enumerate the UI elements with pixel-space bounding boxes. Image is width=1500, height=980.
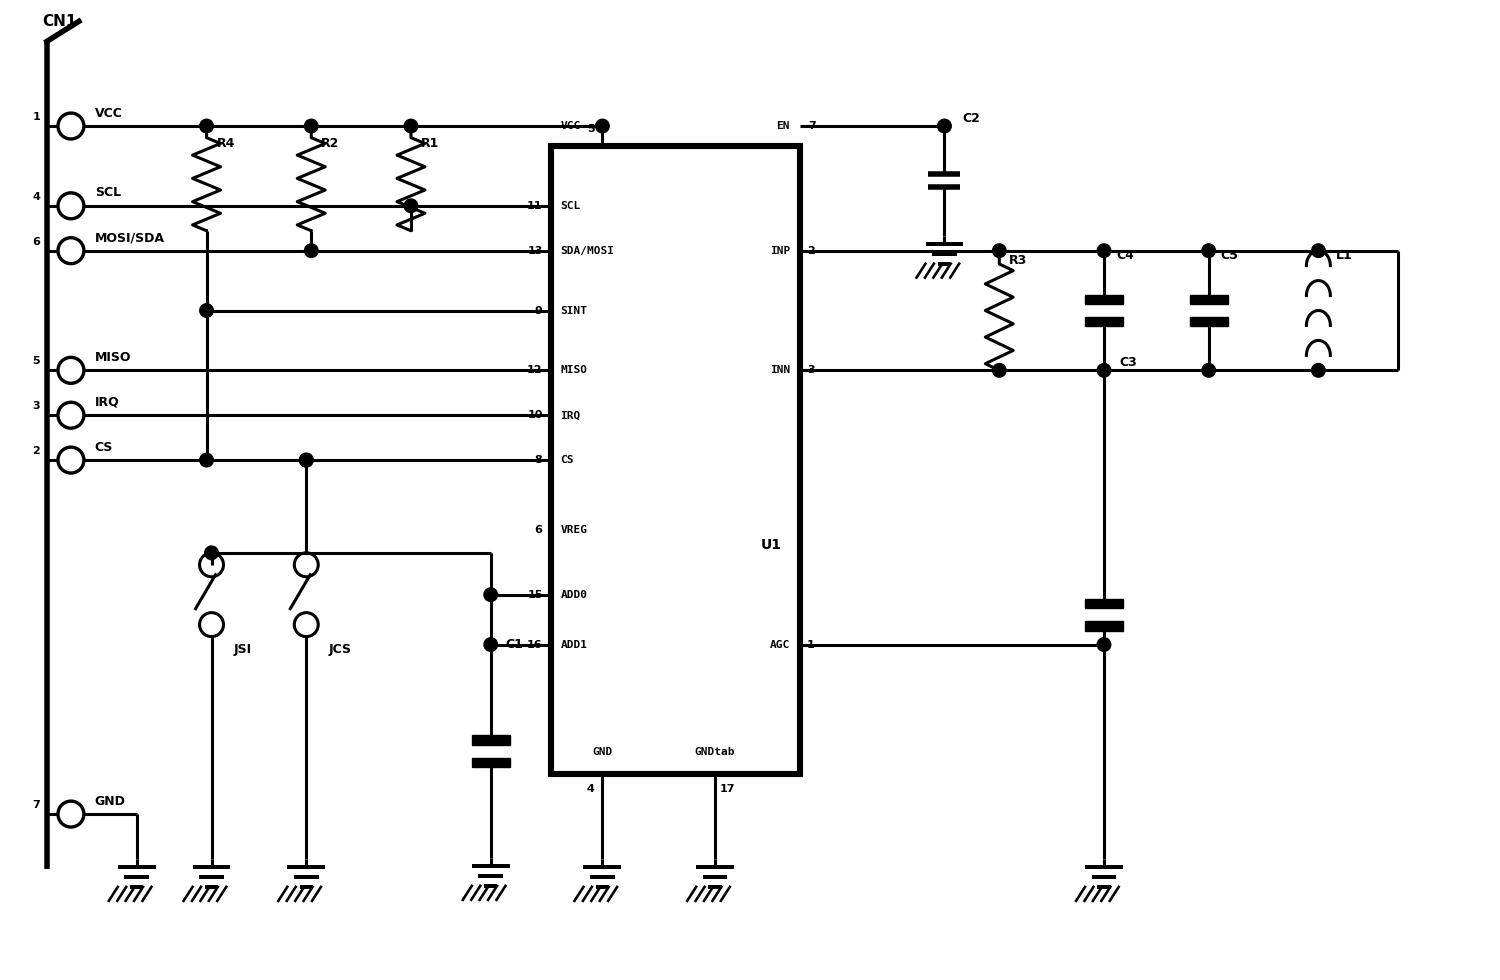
Circle shape <box>1096 244 1112 258</box>
Text: 4: 4 <box>32 192 40 202</box>
Text: EN: EN <box>777 122 790 131</box>
Text: CS: CS <box>94 441 112 454</box>
Circle shape <box>1311 244 1324 258</box>
Text: VCC: VCC <box>561 122 580 131</box>
Text: 4: 4 <box>586 784 594 794</box>
Text: 11: 11 <box>526 201 543 211</box>
Text: AGC: AGC <box>770 640 790 650</box>
Text: 3: 3 <box>807 366 814 375</box>
Text: 7: 7 <box>33 800 40 810</box>
Text: GND: GND <box>94 795 126 808</box>
Text: C5: C5 <box>1221 249 1239 263</box>
Bar <box>1084 621 1124 630</box>
Circle shape <box>1096 364 1112 377</box>
Text: C2: C2 <box>963 112 981 124</box>
Text: SCL: SCL <box>94 186 122 199</box>
Text: SDA/MOSI: SDA/MOSI <box>561 246 615 256</box>
Circle shape <box>304 244 318 258</box>
Text: 17: 17 <box>720 784 735 794</box>
Text: ADD0: ADD0 <box>561 590 588 600</box>
Text: 8: 8 <box>536 455 543 466</box>
Circle shape <box>204 546 219 560</box>
Text: 1: 1 <box>33 112 40 122</box>
Text: 13: 13 <box>526 246 543 256</box>
Text: C1: C1 <box>506 638 524 651</box>
Circle shape <box>200 304 213 318</box>
Text: CS: CS <box>561 455 574 466</box>
Text: CN1: CN1 <box>42 14 76 28</box>
Circle shape <box>1202 364 1215 377</box>
Text: R1: R1 <box>422 137 440 151</box>
Text: IRQ: IRQ <box>94 396 120 409</box>
Text: 2: 2 <box>33 446 40 456</box>
Text: 16: 16 <box>526 640 543 650</box>
Circle shape <box>484 638 498 652</box>
Circle shape <box>938 120 951 133</box>
Bar <box>1084 317 1124 326</box>
Bar <box>1190 295 1227 304</box>
Bar <box>472 735 510 745</box>
Bar <box>1084 295 1124 304</box>
Text: 6: 6 <box>32 237 40 247</box>
Circle shape <box>300 454 313 466</box>
Text: JSI: JSI <box>234 643 252 656</box>
Text: 5: 5 <box>586 124 594 134</box>
Text: 12: 12 <box>526 366 543 375</box>
Circle shape <box>200 120 213 133</box>
Text: JCS: JCS <box>328 643 351 656</box>
Circle shape <box>300 454 313 466</box>
Circle shape <box>200 454 213 466</box>
Text: SINT: SINT <box>561 306 588 316</box>
Circle shape <box>1311 364 1324 377</box>
Text: R3: R3 <box>1010 254 1028 268</box>
Bar <box>550 146 800 774</box>
Bar <box>472 758 510 767</box>
Text: R2: R2 <box>321 137 339 151</box>
Text: MISO: MISO <box>94 351 132 364</box>
Circle shape <box>993 244 1006 258</box>
Text: 7: 7 <box>808 122 816 131</box>
Bar <box>1190 317 1227 326</box>
Text: L1: L1 <box>1336 249 1353 263</box>
Text: 2: 2 <box>807 246 814 256</box>
Circle shape <box>993 364 1006 377</box>
Text: GNDtab: GNDtab <box>694 748 735 758</box>
Text: VREG: VREG <box>561 525 588 535</box>
Circle shape <box>404 199 417 213</box>
Text: INP: INP <box>770 246 790 256</box>
Text: INN: INN <box>770 366 790 375</box>
Text: U1: U1 <box>760 538 782 552</box>
Text: 3: 3 <box>33 401 40 412</box>
Text: SCL: SCL <box>561 201 580 211</box>
Circle shape <box>1096 638 1112 652</box>
Text: 15: 15 <box>526 590 543 600</box>
Circle shape <box>484 588 498 602</box>
Text: 9: 9 <box>534 306 543 316</box>
Text: R4: R4 <box>216 137 236 151</box>
Text: C4: C4 <box>1116 249 1134 263</box>
Text: 5: 5 <box>33 357 40 367</box>
Circle shape <box>596 120 609 133</box>
Text: 6: 6 <box>534 525 543 535</box>
Circle shape <box>1202 244 1215 258</box>
Circle shape <box>304 120 318 133</box>
Text: C3: C3 <box>1119 356 1137 368</box>
Circle shape <box>404 120 417 133</box>
Text: ADD1: ADD1 <box>561 640 588 650</box>
Text: IRQ: IRQ <box>561 411 580 420</box>
Text: MOSI/SDA: MOSI/SDA <box>94 231 165 244</box>
Bar <box>1084 599 1124 609</box>
Text: GND: GND <box>592 748 612 758</box>
Text: 10: 10 <box>526 411 543 420</box>
Text: VCC: VCC <box>94 107 123 120</box>
Text: 1: 1 <box>807 640 814 650</box>
Text: MISO: MISO <box>561 366 588 375</box>
